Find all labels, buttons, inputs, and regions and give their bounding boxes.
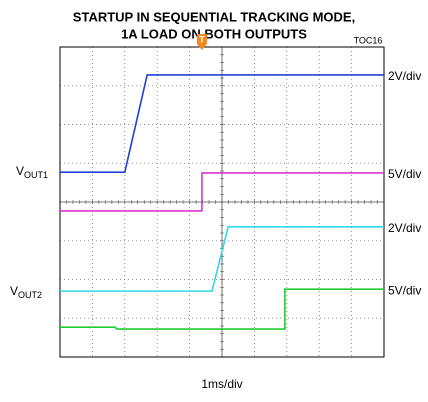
chart-title: STARTUP IN SEQUENTIAL TRACKING MODE, (73, 9, 355, 24)
plot-frame (59, 46, 385, 358)
trace-label-sub: OUT1 (24, 170, 48, 180)
trigger-label: T (199, 34, 205, 44)
trigger-marker (196, 34, 207, 44)
x-axis-label: 1ms/div (201, 377, 242, 391)
trace (60, 288, 384, 330)
scale-label: 5V/div (388, 167, 421, 181)
scale-label: 2V/div (388, 221, 421, 235)
trace (60, 172, 384, 212)
chart-title: 1A LOAD ON BOTH OUTPUTS (121, 26, 307, 41)
trigger-marker (196, 44, 207, 50)
trace-label: VOUT1 (16, 164, 48, 180)
trace-label: VOUT2 (10, 284, 42, 300)
trace (60, 226, 384, 292)
scale-label: 2V/div (388, 69, 421, 83)
trace-label-sub: OUT2 (18, 290, 42, 300)
figure-id: TOC16 (354, 35, 383, 45)
trace-label-main: V (10, 284, 18, 298)
trace-label-main: V (16, 164, 24, 178)
scale-label: 5V/div (388, 283, 421, 297)
trace (60, 74, 384, 173)
